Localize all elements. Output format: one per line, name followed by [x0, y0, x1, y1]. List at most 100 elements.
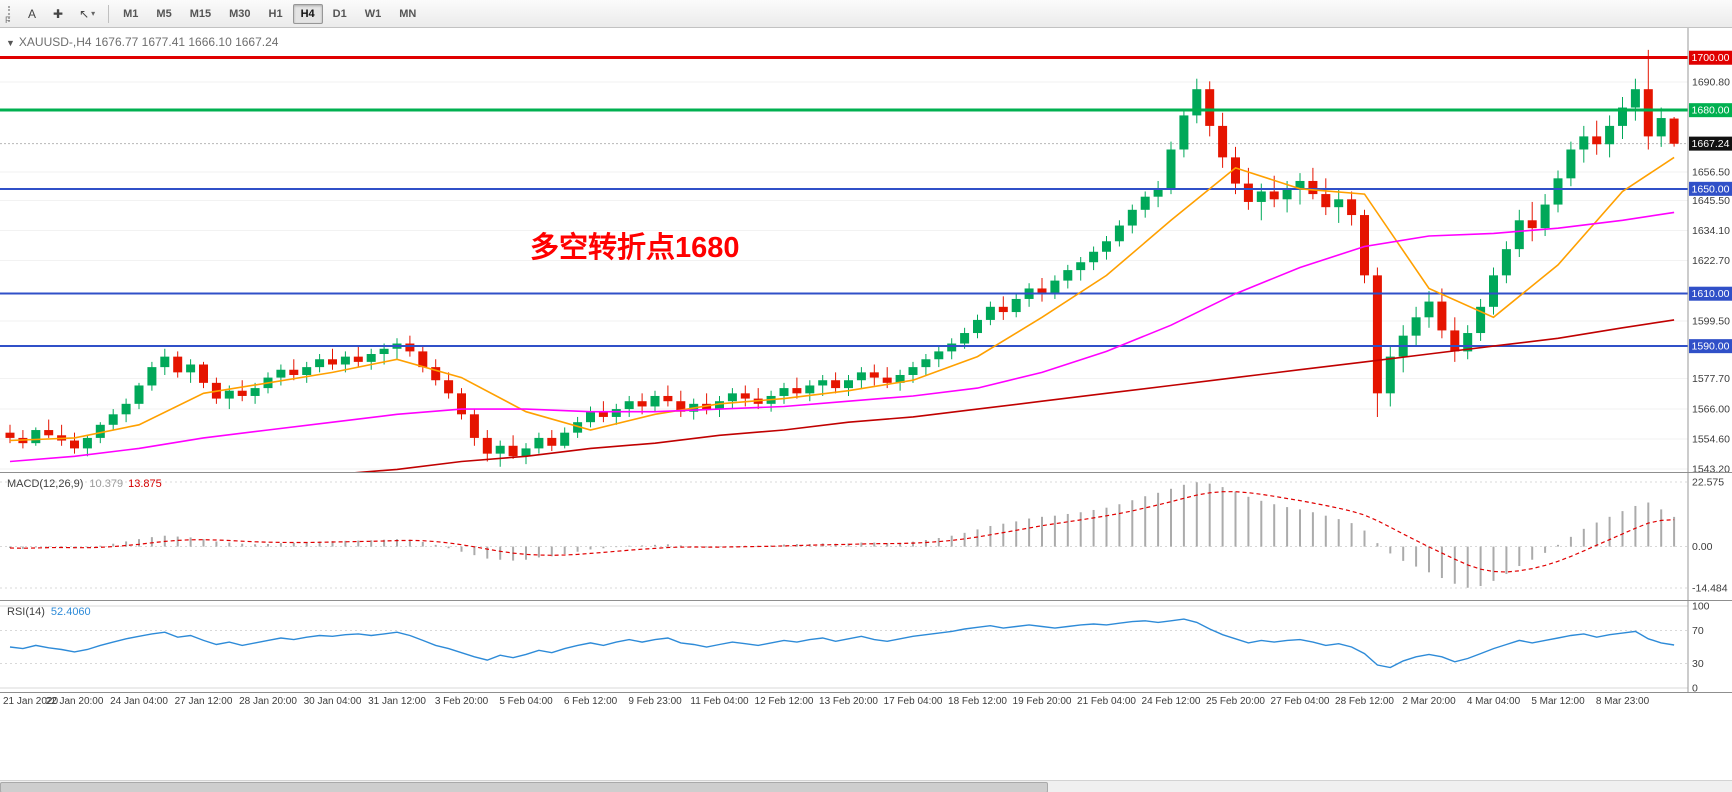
price-axis-badge: 1650.00 — [1689, 181, 1732, 196]
candle-body — [1501, 249, 1511, 276]
macd-panel-title: MACD(12,26,9) 10.379 13.875 — [7, 478, 162, 490]
svg-text:1610.00: 1610.00 — [1692, 288, 1730, 300]
rsi-panel: 100 70 30 0 RSI(14) 52.4060 — [0, 600, 1732, 692]
candle-body — [882, 377, 892, 383]
macd-panel-canvas[interactable]: 22.575 0.00 -14.484 — [0, 473, 1732, 600]
chart-menu-icon[interactable]: ▼ — [6, 38, 15, 48]
candle-body — [1489, 275, 1498, 307]
timeframe-button-w1[interactable]: W1 — [357, 4, 390, 24]
candle-body — [70, 440, 79, 449]
price-axis-label: 1634.10 — [1692, 225, 1730, 237]
candle-body — [1605, 125, 1615, 145]
timeframe-button-d1[interactable]: D1 — [325, 4, 355, 24]
candle-body — [998, 306, 1008, 313]
time-axis-label: 27 Feb 04:00 — [1270, 696, 1330, 707]
text-tool-button[interactable]: A — [20, 3, 44, 25]
candle-body — [715, 401, 724, 410]
candle-body — [1360, 215, 1369, 276]
candle-body — [1424, 301, 1434, 318]
price-axis-badge: 1680.00 — [1689, 103, 1732, 118]
timeframe-group: M1 M5 M15 M30 H1 H4 D1 W1 MN — [114, 3, 425, 24]
candle-body — [147, 367, 157, 386]
candle-body — [366, 354, 376, 362]
candle-body — [1527, 220, 1537, 229]
macd-indicator-name: MACD(12,26,9) — [7, 478, 84, 490]
candle-body — [95, 424, 105, 438]
candle-body — [1437, 301, 1447, 331]
candle-body — [818, 380, 828, 386]
crosshair-tool-button[interactable]: ✚ — [46, 3, 70, 25]
candle-body — [1205, 89, 1215, 126]
price-axis-label: 1543.20 — [1692, 463, 1730, 472]
candle-body — [1269, 191, 1279, 200]
horizontal-scrollbar[interactable] — [0, 780, 1732, 792]
candle-body — [1127, 209, 1137, 226]
candle-body — [1540, 204, 1550, 229]
candle-body — [1089, 251, 1099, 263]
candle-body — [650, 395, 660, 407]
price-axis-badge: 1700.00 — [1689, 50, 1732, 65]
candle-body — [1282, 188, 1292, 200]
macd-main-value: 10.379 — [89, 478, 124, 490]
candle-body — [134, 385, 144, 404]
timeframe-button-m1[interactable]: M1 — [115, 4, 146, 24]
candle-body — [1347, 199, 1357, 216]
timeframe-button-m30[interactable]: M30 — [221, 4, 258, 24]
candle-body — [82, 437, 92, 449]
candle-body — [1411, 317, 1421, 336]
timeframe-button-m5[interactable]: M5 — [148, 4, 179, 24]
timeframe-button-h4[interactable]: H4 — [292, 3, 323, 24]
toolbar: A ✚ ↖ ▾ M1 M5 M15 M30 H1 H4 D1 W1 MN F — [0, 0, 1732, 28]
timeframe-button-mn[interactable]: MN — [391, 4, 424, 24]
time-axis-label: 4 Mar 04:00 — [1466, 696, 1521, 707]
macd-axis-label: -14.484 — [1692, 583, 1728, 595]
candle-body — [637, 401, 647, 407]
candle-body — [237, 390, 247, 396]
candle-body — [598, 411, 608, 417]
candle-body — [353, 356, 363, 362]
scrollbar-thumb[interactable] — [0, 782, 1048, 792]
macd-axis-label: 0.00 — [1692, 541, 1713, 553]
candle-body — [302, 367, 312, 375]
candle-body — [1256, 191, 1266, 202]
time-axis-label: 31 Jan 12:00 — [368, 696, 426, 707]
candle-body — [328, 359, 337, 365]
arrows-tool-button[interactable]: ↖ ▾ — [72, 3, 102, 25]
candle-body — [534, 437, 544, 449]
chevron-down-icon: ▾ — [91, 9, 96, 18]
candle-body — [276, 369, 286, 378]
toolbar-f-label: F — [5, 15, 11, 25]
candle-body — [1011, 298, 1021, 313]
candle-body — [1192, 89, 1202, 116]
toolbar-drag-handle[interactable] — [8, 5, 13, 22]
chart-annotation[interactable]: 多空转折点1680 — [530, 232, 740, 264]
time-axis-label: 18 Feb 12:00 — [948, 696, 1007, 707]
time-axis[interactable]: 21 Jan 2020 22 Jan 20:00 24 Jan 04:00 27 Ja… — [0, 692, 1732, 712]
candle-body — [1218, 125, 1228, 158]
candle-body — [1450, 330, 1460, 352]
time-axis-label: 21 Jan 2020 — [3, 696, 59, 707]
candle-body — [379, 348, 389, 355]
timeframe-button-h1[interactable]: H1 — [261, 4, 291, 24]
candle-body — [340, 356, 350, 365]
price-chart-canvas[interactable]: 1690.80 1656.50 1645.50 1634.10 1622.70 1599.… — [0, 28, 1732, 472]
time-axis-label: 9 Feb 23:00 — [628, 696, 682, 707]
price-axis-badge: 1667.24 — [1689, 136, 1732, 151]
time-axis-label: 17 Feb 04:00 — [883, 696, 943, 707]
macd-signal-line — [9, 491, 1675, 573]
candle-body — [1656, 118, 1666, 137]
chart-title: ▼ XAUUSD-,H4 1676.77 1677.41 1666.10 1667… — [6, 35, 278, 49]
candle-body — [315, 359, 325, 368]
candle-body — [947, 343, 957, 352]
rsi-panel-title: RSI(14) 52.4060 — [7, 606, 91, 618]
candle-body — [1579, 136, 1589, 150]
price-axis-label: 1566.00 — [1692, 404, 1730, 416]
candle-body — [727, 393, 737, 402]
time-axis-label: 12 Feb 12:00 — [754, 696, 814, 707]
candle-body — [508, 445, 518, 457]
rsi-panel-canvas[interactable]: 100 70 30 0 — [0, 601, 1732, 692]
candle-body — [1372, 275, 1382, 394]
rsi-axis-label: 30 — [1692, 658, 1704, 670]
timeframe-button-m15[interactable]: M15 — [182, 4, 219, 24]
time-axis-label: 8 Mar 23:00 — [1595, 696, 1650, 707]
